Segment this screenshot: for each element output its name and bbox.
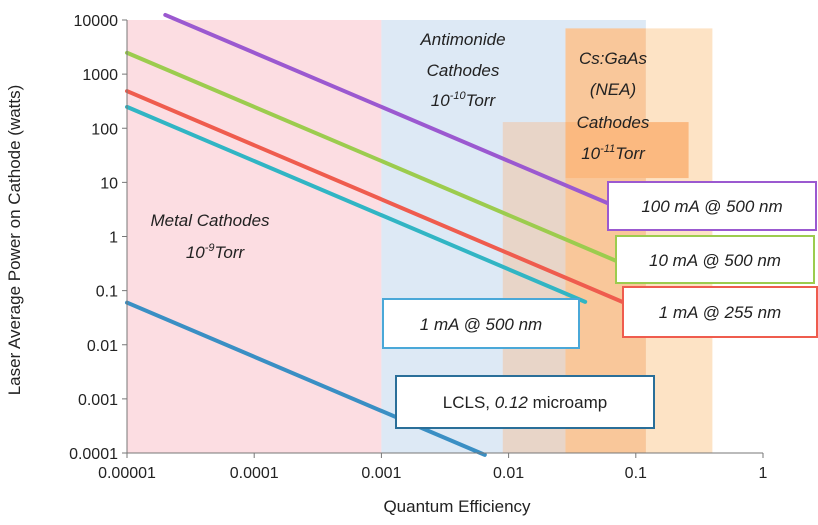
region-label-antimonide-line2: Cathodes [427,61,500,80]
x-tick-label-1: 0.0001 [230,465,279,482]
region-label-antimonide: Antimonide Cathodes 10-10Torr [419,30,505,110]
series-line-3 [125,104,588,304]
x-ticks: 0.00001 0.0001 0.001 0.01 0.1 1 [98,453,768,482]
callout-1ma-500: 1 mA @ 500 nm [382,298,580,349]
region-label-csgaas-line4: 10-11Torr [581,143,646,163]
region-label-csgaas: Cs:GaAs (NEA) Cathodes 10-11Torr [577,49,650,163]
y-tick-label-4: 1 [109,230,118,247]
x-axis-title: Quantum Efficiency [383,497,531,516]
region-label-antimonide-line3: 10-10Torr [431,90,497,110]
x-tick-label-5: 1 [759,465,768,482]
y-axis-title: Laser Average Power on Cathode (watts) [5,85,24,396]
y-ticks: 10000 1000 100 10 1 0.1 0.01 0.001 0.0001 [69,13,127,463]
region-band-0 [127,20,382,453]
callout-1ma-255-box [622,286,818,338]
callout-lcls-text: LCLS, 0.12 microamp [443,393,607,412]
y-tick-label-2: 100 [91,121,118,138]
callout-100ma-box [607,181,817,231]
region-label-metal-line1: Metal Cathodes [150,211,270,230]
series-line-1 [125,50,648,276]
region-label-csgaas-line1: Cs:GaAs [579,49,648,68]
x-tick-label-4: 0.1 [625,465,647,482]
callout-1ma-255: 1 mA @ 255 nm [622,286,818,338]
callout-1ma-255-text: 1 mA @ 255 nm [659,303,781,322]
x-tick-label-3: 0.01 [493,465,524,482]
y-tick-label-0: 10000 [74,13,119,30]
region-label-antimonide-line1: Antimonide [419,30,505,49]
region-label-metal-line2: 10-9Torr [186,242,246,262]
y-tick-label-6: 0.01 [87,338,118,355]
y-tick-label-1: 1000 [82,67,118,84]
series-line-4 [125,300,487,457]
y-tick-label-7: 0.001 [78,392,118,409]
callout-10ma: 10 mA @ 500 nm [615,235,815,284]
region-band-5 [565,122,689,179]
callout-100ma-text: 100 mA @ 500 nm [641,197,782,216]
callout-10ma-box [615,235,815,284]
x-tick-label-0: 0.00001 [98,465,156,482]
callout-lcls: LCLS, 0.12 microamp [395,375,655,429]
y-tick-label-8: 0.0001 [69,446,118,463]
y-tick-label-5: 0.1 [96,284,118,301]
callout-1ma-500-box [382,298,580,349]
y-tick-label-3: 10 [100,175,118,192]
callout-lcls-box [395,375,655,429]
region-label-metal: Metal Cathodes 10-9Torr [150,211,270,262]
region-label-csgaas-line3: Cathodes [577,113,650,132]
series-lines [125,12,648,457]
series-line-0 [163,12,648,222]
callout-10ma-text: 10 mA @ 500 nm [649,251,781,270]
region-label-csgaas-line2: (NEA) [590,80,636,99]
series-line-2 [125,89,648,314]
x-tick-label-2: 0.001 [361,465,401,482]
callout-1ma-500-text: 1 mA @ 500 nm [420,315,542,334]
callout-100ma: 100 mA @ 500 nm [607,181,817,231]
